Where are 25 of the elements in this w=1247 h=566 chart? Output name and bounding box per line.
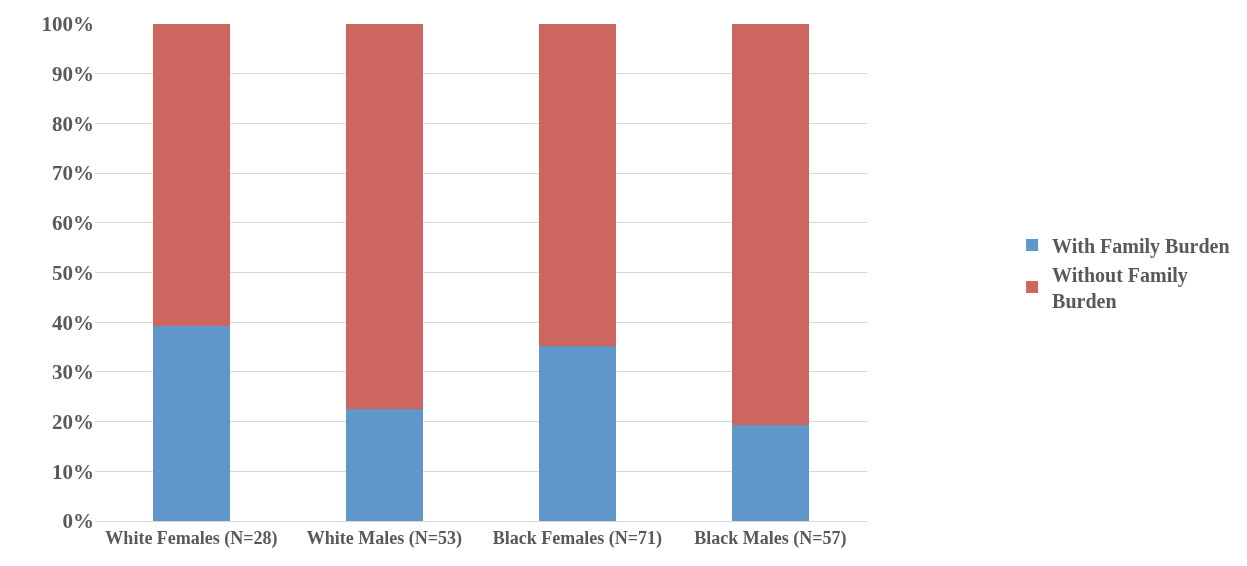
x-tick-label: Black Males (N=57) <box>694 527 847 549</box>
y-tick-label: 50% <box>52 260 94 285</box>
bar <box>152 24 231 326</box>
legend-label: Without Family Burden <box>1052 263 1188 312</box>
bar <box>152 325 231 521</box>
x-tick-label: Black Females (N=71) <box>492 527 662 549</box>
y-tick-label: 0% <box>62 509 94 534</box>
bar <box>731 24 809 426</box>
y-tick-label: 40% <box>52 310 94 335</box>
y-tick-label: 60% <box>52 211 94 236</box>
y-tick-label: 90% <box>52 62 94 87</box>
y-tick-label: 10% <box>52 459 94 484</box>
y-tick-label: 100% <box>41 12 94 37</box>
y-tick-label: 30% <box>52 360 94 385</box>
bar <box>731 425 809 521</box>
y-tick-label: 80% <box>52 111 94 136</box>
x-tick-label: White Males (N=53) <box>306 527 463 549</box>
legend-label: With Family Burden <box>1052 234 1230 258</box>
bar <box>538 346 616 521</box>
y-tick-label: 20% <box>52 409 94 434</box>
y-tick-label: 70% <box>52 161 94 186</box>
bar <box>345 408 424 521</box>
bar <box>345 24 424 409</box>
x-tick-label: White Females (N=28) <box>105 527 278 549</box>
bar <box>538 24 616 347</box>
